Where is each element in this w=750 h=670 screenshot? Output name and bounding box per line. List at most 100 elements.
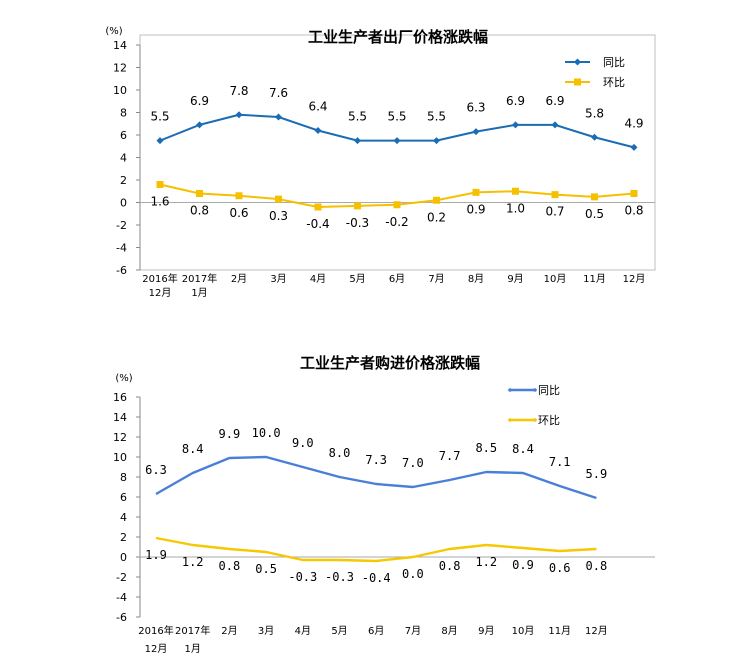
x-tick-label: 2017年: [175, 624, 210, 637]
data-label: 7.0: [402, 456, 424, 470]
x-tick-label: 4月: [295, 625, 311, 637]
data-label: 7.6: [269, 86, 288, 100]
data-label: 8.4: [182, 442, 204, 456]
data-label: 5.9: [586, 467, 608, 481]
data-point-marker: [314, 127, 322, 134]
x-tick-label: 5月: [349, 273, 365, 285]
y-tick-label: 8: [120, 107, 127, 120]
data-label: -0.4: [306, 217, 329, 231]
x-tick-label: 8月: [441, 625, 457, 637]
x-tick-label: 6月: [389, 273, 405, 285]
data-label: 0.2: [427, 210, 446, 224]
data-label: 0.5: [585, 207, 604, 221]
data-point-marker: [512, 187, 519, 195]
y-tick-label: 14: [113, 411, 127, 424]
x-tick-label: 12月: [585, 625, 608, 637]
data-label: 0.3: [269, 209, 288, 223]
y-tick-label: 6: [120, 491, 127, 504]
data-label: 0.8: [190, 204, 209, 218]
y-tick-label: 8: [120, 471, 127, 484]
y-unit-label: (%): [115, 373, 132, 384]
legend-marker: [574, 58, 581, 66]
data-label: 7.1: [549, 455, 571, 469]
data-point-marker: [472, 188, 480, 196]
data-label: -0.3: [325, 570, 354, 584]
data-point-marker: [156, 181, 164, 188]
data-point-marker: [354, 137, 361, 145]
x-tick-label: 2月: [221, 625, 237, 637]
y-tick-label: 10: [113, 84, 127, 97]
data-label: 8.0: [329, 446, 351, 460]
data-point-marker: [512, 121, 519, 129]
data-label: 1.9: [145, 548, 167, 562]
data-label: -0.2: [385, 215, 408, 229]
legend-marker: [533, 418, 537, 422]
data-label: -0.3: [288, 570, 317, 584]
y-tick-label: -4: [116, 591, 127, 604]
data-label: 1.2: [182, 555, 204, 569]
data-point-marker: [314, 203, 322, 211]
x-tick-label: 8月: [468, 273, 484, 285]
x-tick-label: 12月: [145, 643, 168, 655]
x-tick-label: 10月: [544, 273, 567, 285]
data-label: 6.3: [145, 463, 167, 477]
data-point-marker: [433, 137, 440, 145]
legend-label: 环比: [603, 76, 625, 89]
data-label: 8.4: [512, 442, 534, 456]
y-tick-label: 2: [120, 174, 127, 187]
data-point-marker: [630, 190, 638, 197]
x-tick-label: 2016年: [142, 272, 177, 285]
data-label: 5.5: [387, 110, 406, 124]
data-label: 0.8: [219, 559, 241, 573]
data-label: 5.5: [150, 110, 169, 124]
x-tick-label: 2月: [231, 273, 247, 285]
y-tick-label: 2: [120, 531, 127, 544]
series-line-1: [155, 455, 597, 500]
y-tick-label: -6: [116, 611, 127, 624]
x-tick-label: 11月: [583, 273, 606, 285]
data-label: 0.6: [229, 206, 248, 220]
x-tick-label: 2016年: [138, 624, 173, 637]
legend-label: 环比: [538, 414, 560, 427]
chart-title: 工业生产者出厂价格涨跌幅: [308, 28, 488, 46]
data-label: 0.9: [466, 202, 485, 216]
data-label: 0.0: [402, 567, 424, 581]
y-tick-label: 6: [120, 129, 127, 142]
x-tick-label: 2017年: [182, 272, 217, 285]
x-tick-label: 9月: [478, 625, 494, 637]
data-point-marker: [354, 202, 361, 210]
data-label: 0.7: [545, 205, 564, 219]
data-label: 4.9: [624, 116, 643, 130]
x-tick-label: 12月: [623, 273, 646, 285]
data-point-marker: [196, 121, 203, 129]
data-label: 0.8: [586, 559, 608, 573]
data-point-marker: [433, 196, 440, 204]
legend-marker: [533, 388, 537, 392]
x-tick-label: 5月: [331, 625, 347, 637]
data-label: 1.2: [475, 555, 497, 569]
y-tick-label: 12: [113, 431, 127, 444]
x-tick-label: 1月: [185, 643, 201, 655]
legend-marker: [508, 388, 512, 392]
data-label: 5.5: [427, 110, 446, 124]
data-point-marker: [235, 192, 243, 200]
chart-title: 工业生产者购进价格涨跌幅: [300, 354, 480, 372]
x-tick-label: 3月: [258, 625, 274, 637]
x-tick-label: 1月: [191, 287, 207, 299]
data-label: 6.9: [545, 94, 564, 108]
data-label: -0.4: [362, 571, 391, 585]
y-tick-label: 0: [120, 197, 127, 210]
data-label: 1.6: [150, 195, 169, 209]
data-point-marker: [275, 113, 282, 121]
plot-frame: [139, 34, 656, 271]
data-label: -0.3: [346, 216, 369, 230]
x-tick-label: 7月: [428, 273, 444, 285]
y-tick-label: -2: [116, 571, 127, 584]
x-tick-label: 10月: [512, 625, 535, 637]
legend-marker: [574, 78, 581, 86]
data-point-marker: [196, 190, 203, 197]
x-tick-label: 3月: [270, 273, 286, 285]
data-label: 8.5: [475, 441, 497, 455]
chart-1: 工业生产者出厂价格涨跌幅 (%) 14 12 10 8 6 4 2 0 -2 -4 -6 2016年 12月…: [105, 26, 656, 299]
